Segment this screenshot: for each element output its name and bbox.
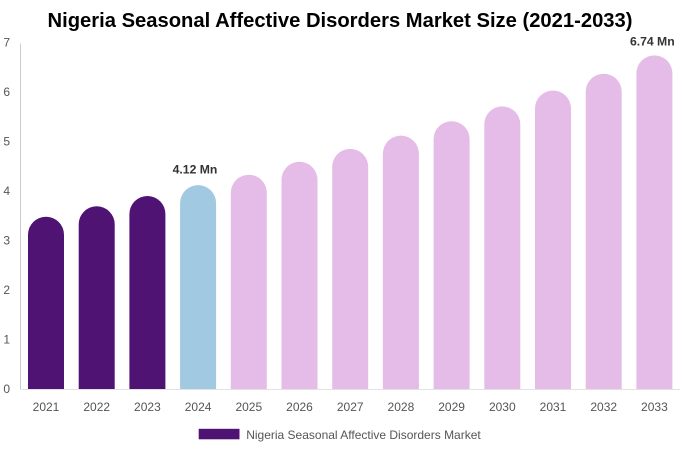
svg-text:7: 7 — [3, 36, 10, 50]
svg-text:2027: 2027 — [337, 400, 364, 414]
svg-text:6: 6 — [3, 85, 10, 99]
svg-text:1: 1 — [3, 333, 10, 347]
svg-text:2025: 2025 — [235, 400, 262, 414]
svg-text:5: 5 — [3, 135, 10, 149]
svg-text:2023: 2023 — [134, 400, 161, 414]
svg-text:4: 4 — [3, 184, 10, 198]
svg-text:2022: 2022 — [83, 400, 110, 414]
svg-text:6.74 Mn: 6.74 Mn — [630, 35, 675, 49]
svg-text:0: 0 — [3, 382, 10, 396]
svg-text:2030: 2030 — [489, 400, 516, 414]
svg-text:4.12 Mn: 4.12 Mn — [173, 163, 218, 177]
svg-text:2031: 2031 — [540, 400, 567, 414]
svg-text:2026: 2026 — [286, 400, 313, 414]
svg-text:2021: 2021 — [33, 400, 60, 414]
svg-text:2033: 2033 — [641, 400, 668, 414]
svg-text:2032: 2032 — [590, 400, 617, 414]
svg-text:2029: 2029 — [438, 400, 465, 414]
svg-text:Nigeria Seasonal Affective Dis: Nigeria Seasonal Affective Disorders Mar… — [48, 10, 633, 32]
svg-text:2: 2 — [3, 283, 10, 297]
svg-text:2024: 2024 — [185, 400, 212, 414]
svg-text:3: 3 — [3, 234, 10, 248]
svg-text:2028: 2028 — [388, 400, 415, 414]
svg-text:Nigeria Seasonal Affective Dis: Nigeria Seasonal Affective Disorders Mar… — [246, 428, 481, 442]
